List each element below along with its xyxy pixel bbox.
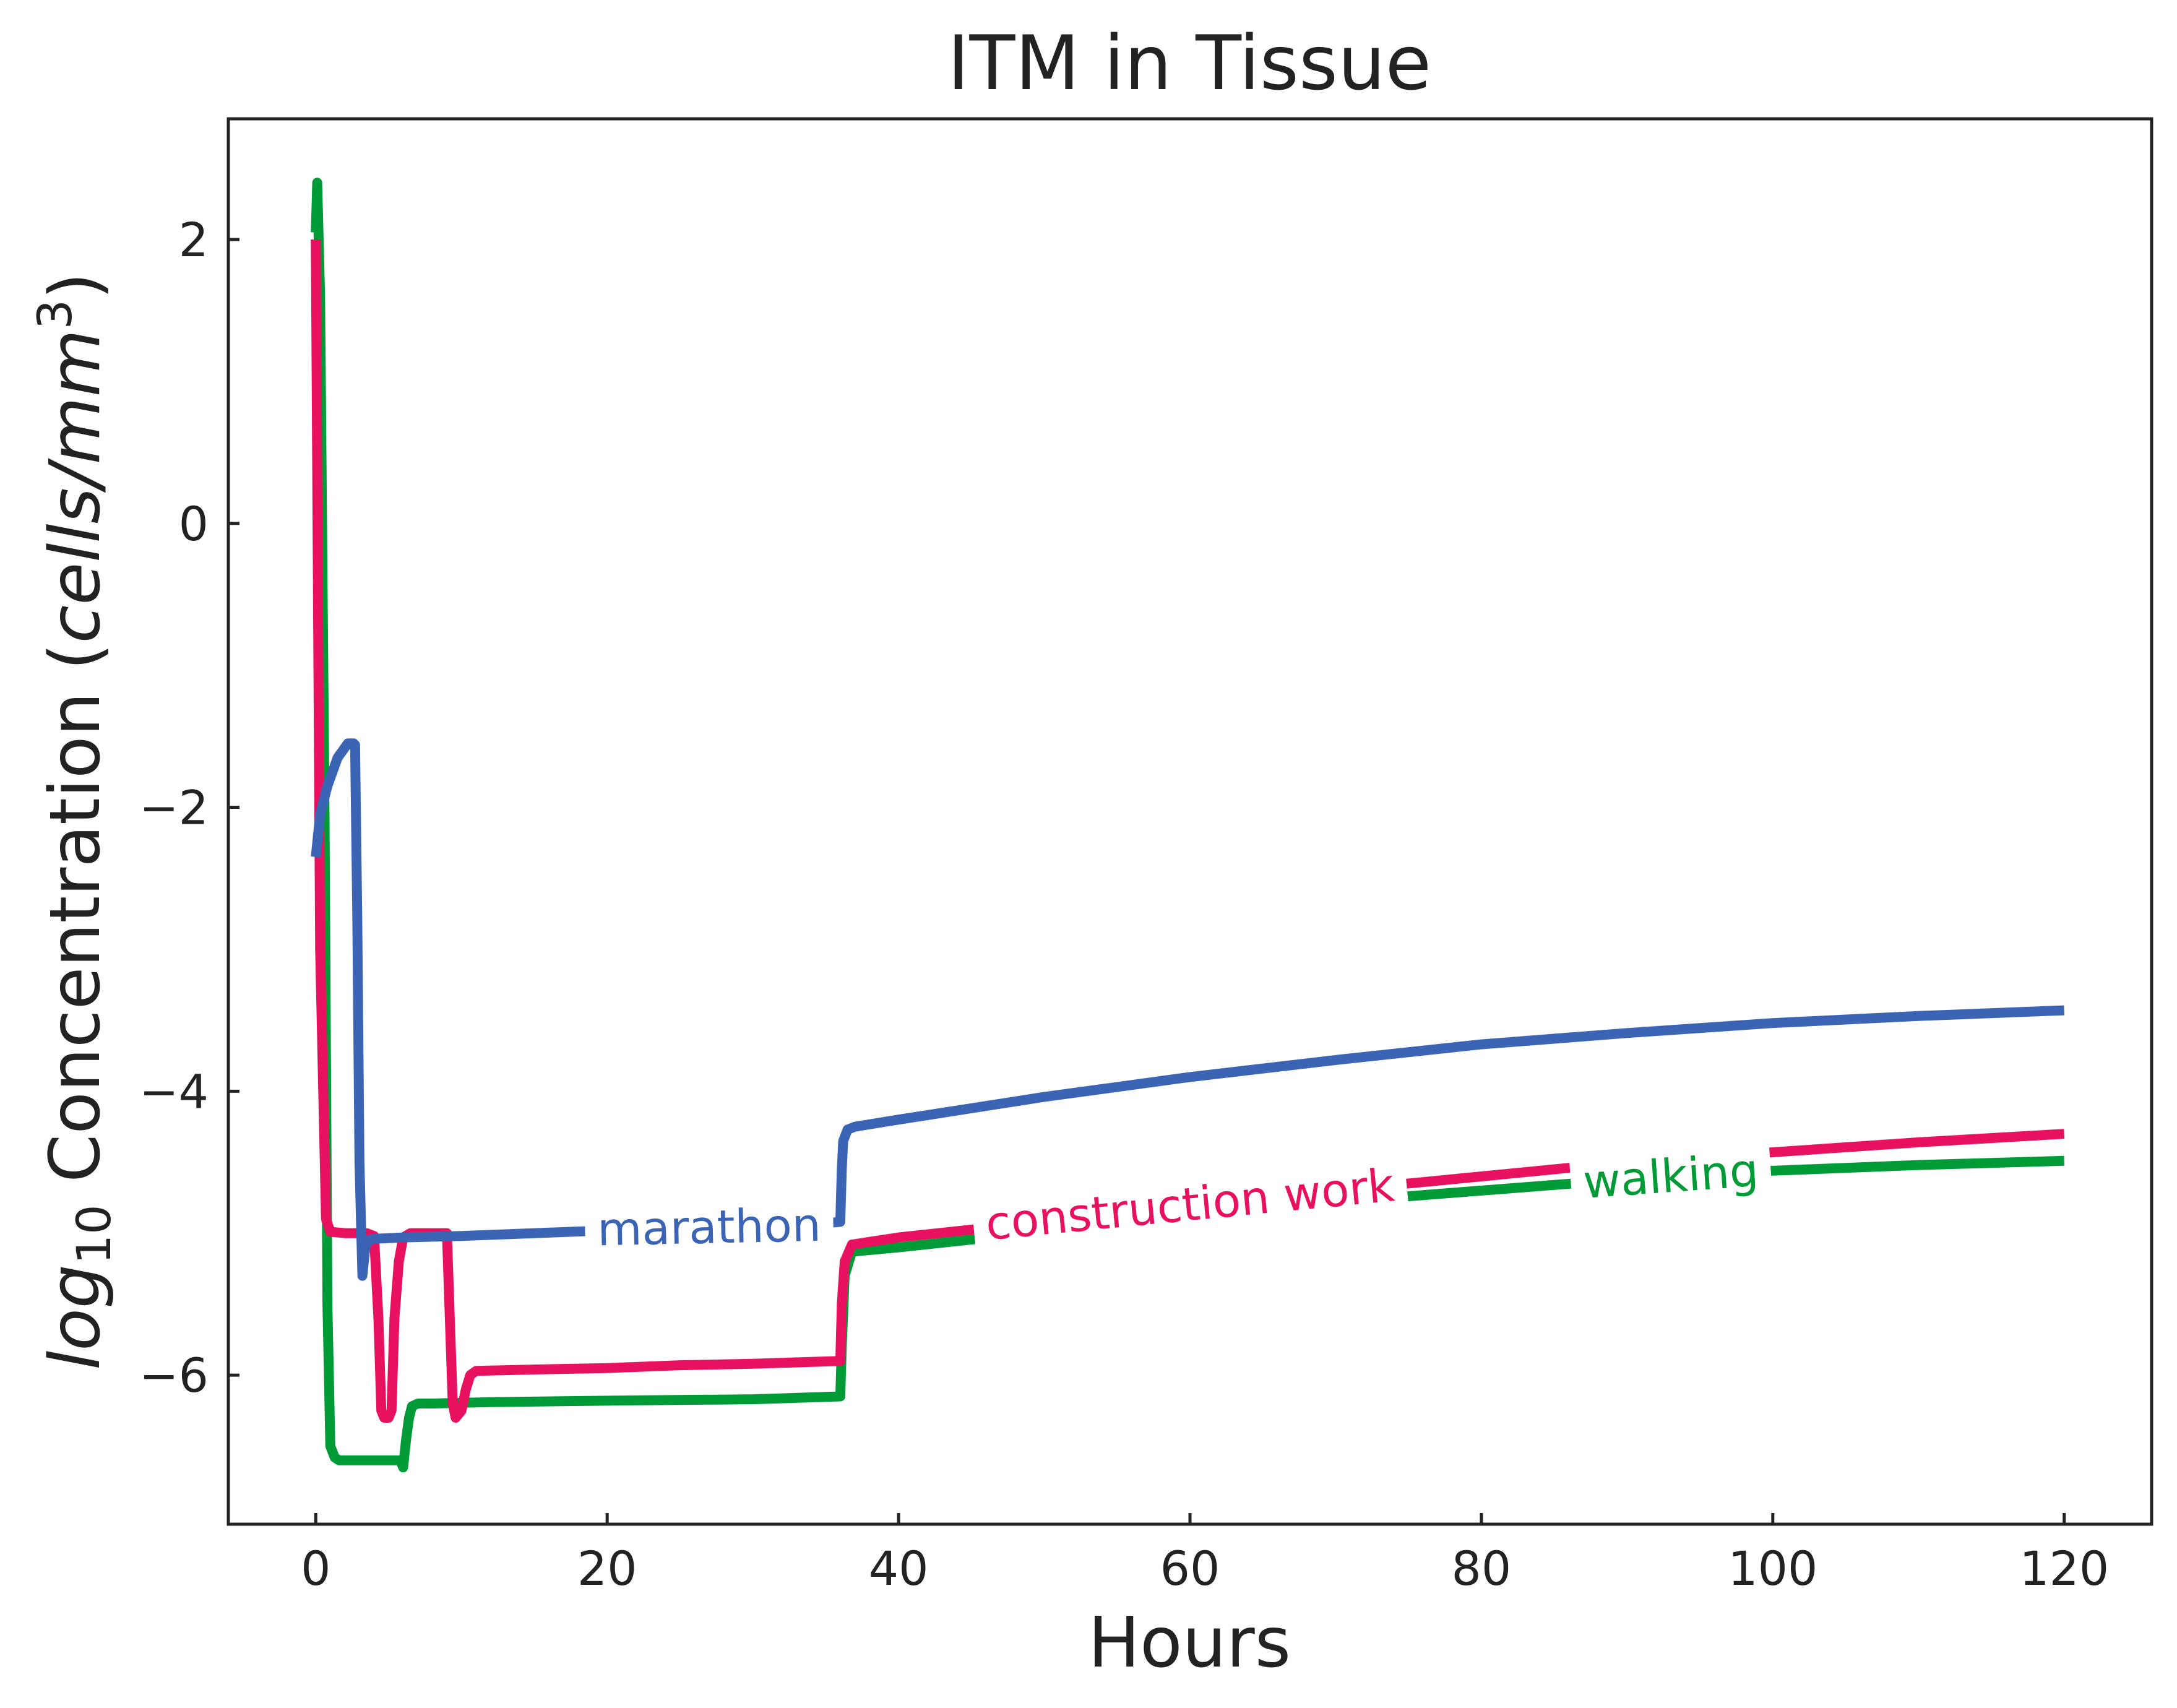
inline-label-backdrop xyxy=(584,1189,834,1266)
y-axis-label-log: log xyxy=(35,1264,116,1370)
y-tick-label: 0 xyxy=(179,496,209,551)
inline-label-backdrop xyxy=(1568,1134,1774,1219)
x-tick-label: 120 xyxy=(2019,1541,2109,1596)
x-tick-label: 40 xyxy=(869,1541,929,1596)
inline-label-marathon: marathon xyxy=(597,1199,821,1257)
chart-title: ITM in Tissue xyxy=(947,20,1431,107)
y-tick-label: −4 xyxy=(139,1064,209,1119)
x-tick-label: 20 xyxy=(577,1541,637,1596)
y-axis-label-units: cells/mm xyxy=(35,329,116,643)
y-axis-label-text: Concentration ( xyxy=(35,643,116,1204)
inline-label-backdrop xyxy=(970,1149,1410,1261)
inline-label-walking: walking xyxy=(1581,1144,1760,1209)
y-axis-label: log10 Concentration (cells/mm3) xyxy=(27,272,121,1370)
y-tick-label: −6 xyxy=(139,1348,209,1403)
x-axis-label: Hours xyxy=(1088,1603,1291,1683)
plot-frame xyxy=(226,117,2153,1526)
inline-label-group: marathon xyxy=(584,1189,834,1266)
x-tick-label: 80 xyxy=(1452,1541,1512,1596)
y-axis-label-superscript: 3 xyxy=(27,300,82,329)
y-axis-label-subscript: 10 xyxy=(66,1204,121,1264)
y-tick-label: 2 xyxy=(179,212,209,267)
inline-label-group: walking xyxy=(1568,1134,1774,1219)
y-tick-label: −2 xyxy=(139,780,209,835)
x-tick-label: 60 xyxy=(1160,1541,1220,1596)
x-tick-label: 100 xyxy=(1728,1541,1817,1596)
y-axis-label-close: ) xyxy=(35,272,116,300)
x-tick-label: 0 xyxy=(301,1541,330,1596)
inline-label-layer: marathon construction work walking xyxy=(584,1134,1774,1266)
